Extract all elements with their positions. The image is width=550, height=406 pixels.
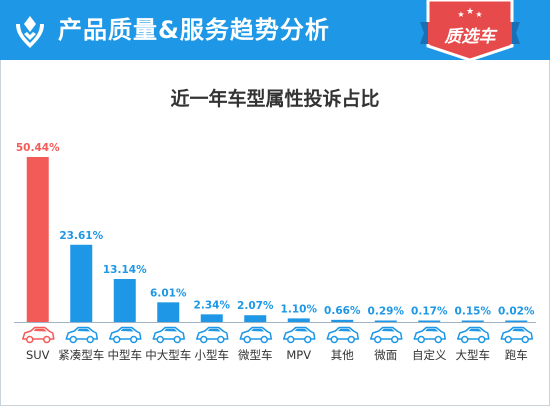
- car-icon: [457, 326, 490, 344]
- category-label: 微型车: [238, 348, 273, 362]
- category-label: 中大型车: [145, 348, 191, 362]
- bar: [374, 320, 397, 322]
- category-label: 微面: [374, 348, 397, 362]
- category-label: 其他: [331, 348, 354, 362]
- category-label: MPV: [286, 348, 311, 362]
- bar: [70, 244, 93, 322]
- value-label: 13.14%: [103, 264, 147, 276]
- logo-icon: [16, 16, 44, 48]
- value-label: 2.34%: [194, 299, 231, 311]
- bar: [244, 315, 267, 322]
- car-icon: [283, 326, 316, 344]
- badge-label: 质选车: [444, 27, 496, 47]
- category-label: 小型车: [195, 348, 230, 362]
- car-icon: [109, 326, 142, 344]
- category-label: 大型车: [456, 348, 491, 362]
- bar: [505, 320, 528, 322]
- bar: [461, 320, 484, 322]
- value-label: 0.66%: [324, 305, 361, 317]
- category-label: 跑车: [505, 348, 528, 362]
- value-label: 0.02%: [498, 306, 535, 318]
- value-label: 0.29%: [368, 306, 405, 318]
- value-label: 6.01%: [150, 287, 187, 299]
- chart-title: 近一年车型属性投诉占比: [170, 88, 380, 110]
- category-label: SUV: [26, 348, 50, 362]
- car-icon: [326, 326, 359, 344]
- header-title: 产品质量&服务趋势分析: [58, 16, 330, 44]
- star-icon: ★: [466, 7, 474, 17]
- value-label: 2.07%: [237, 300, 274, 312]
- car-icon: [152, 326, 185, 344]
- value-label: 50.44%: [16, 142, 60, 154]
- category-label: 中型车: [108, 348, 143, 362]
- star-icon: ★: [475, 10, 482, 19]
- bar: [26, 157, 49, 322]
- bar: [287, 318, 310, 322]
- bar: [418, 320, 441, 322]
- category-label: 紧凑型车: [58, 348, 104, 362]
- car-icon: [239, 326, 272, 344]
- car-icon: [500, 326, 533, 344]
- star-icon: ★: [457, 10, 464, 19]
- bar: [331, 319, 354, 322]
- car-icon: [22, 326, 55, 344]
- car-icon: [65, 326, 98, 344]
- value-label: 23.61%: [59, 230, 103, 242]
- badge-shape: ★ ★ ★: [420, 0, 520, 60]
- bar: [200, 314, 223, 322]
- bar: [113, 279, 136, 322]
- car-icon: [413, 326, 446, 344]
- value-label: 1.10%: [281, 303, 318, 315]
- bar: [157, 302, 180, 322]
- category-label: 自定义: [412, 348, 447, 362]
- value-label: 0.17%: [411, 306, 448, 318]
- value-label: 0.15%: [455, 306, 492, 318]
- car-icon: [370, 326, 403, 344]
- car-icon: [196, 326, 229, 344]
